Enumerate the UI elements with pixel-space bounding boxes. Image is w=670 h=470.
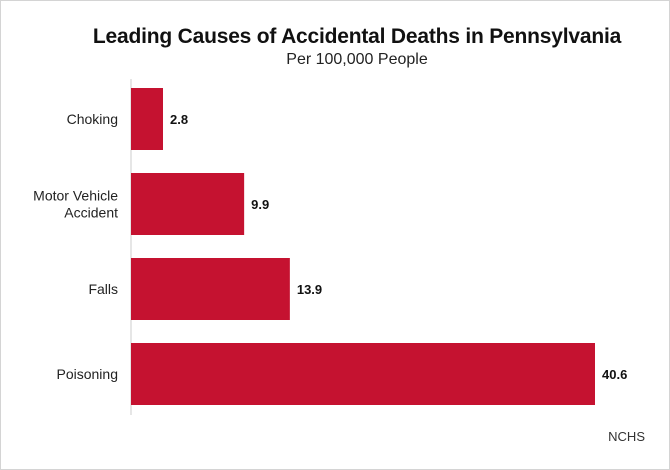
category-label: Motor Vehicle Accident	[33, 188, 118, 221]
category-label-line: Falls	[88, 281, 118, 297]
category-label-line: Motor Vehicle	[33, 188, 118, 204]
chart-subtitle: Per 100,000 People	[286, 51, 428, 68]
category-label: Choking	[67, 111, 118, 127]
value-label: 40.6	[602, 367, 627, 382]
source-label: NCHS	[608, 429, 645, 444]
category-label: Falls	[88, 281, 118, 297]
value-label: 2.8	[170, 112, 188, 127]
category-label: Poisoning	[57, 366, 119, 382]
bar-choking	[131, 88, 163, 150]
category-label-line: Accident	[64, 205, 118, 221]
bar-motor-vehicle-accident	[131, 173, 245, 235]
category-label-line: Choking	[67, 111, 118, 127]
chart-title: Leading Causes of Accidental Deaths in P…	[92, 25, 622, 48]
value-label: 13.9	[297, 282, 322, 297]
category-label-line: Poisoning	[57, 366, 119, 382]
value-label: 9.9	[251, 197, 269, 212]
bar-poisoning	[131, 343, 595, 405]
bar-falls	[131, 258, 290, 320]
